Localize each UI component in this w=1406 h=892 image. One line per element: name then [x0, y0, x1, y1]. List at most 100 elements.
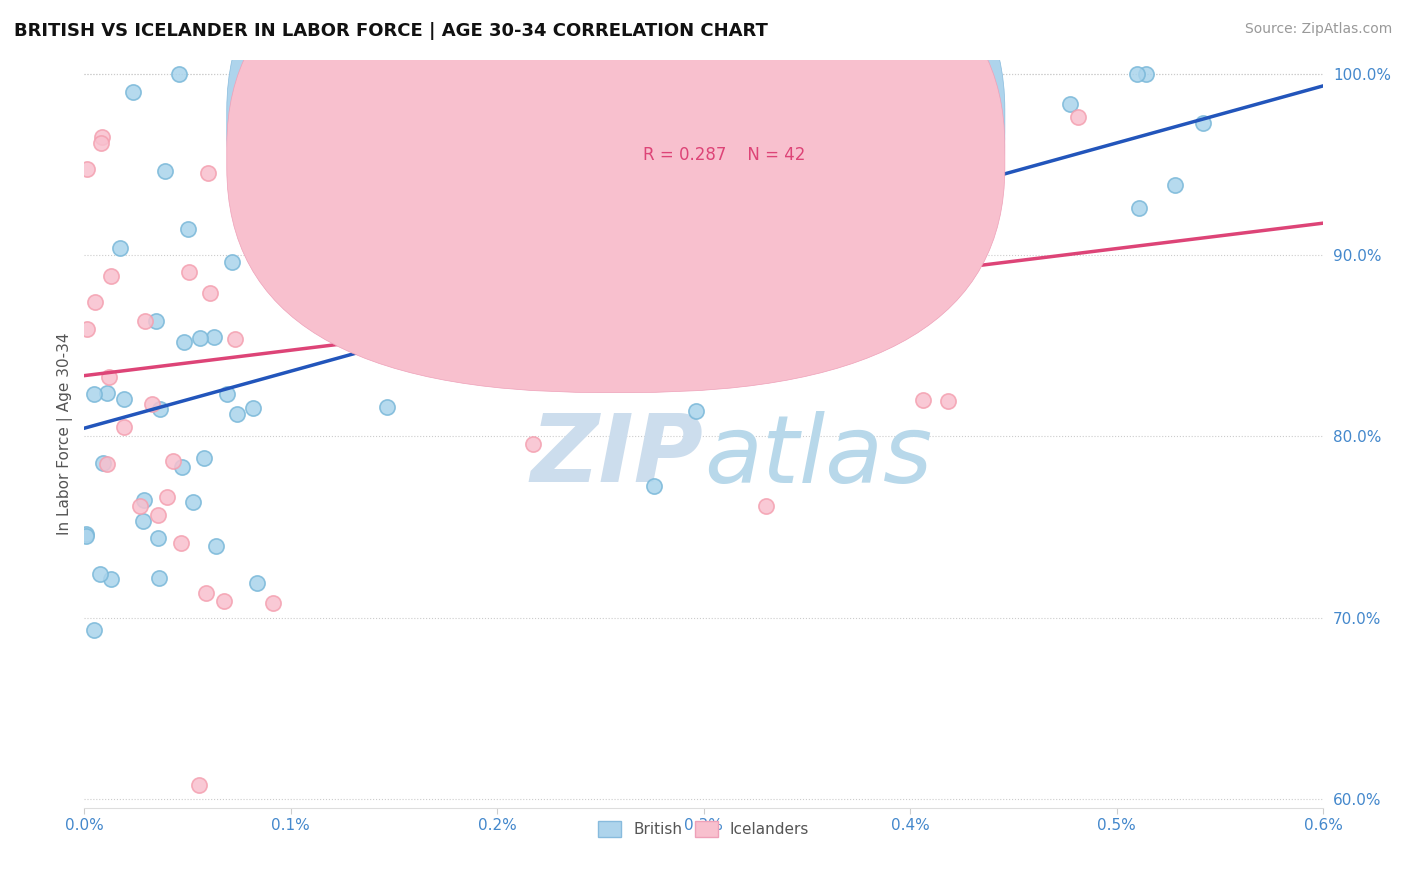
Y-axis label: In Labor Force | Age 30-34: In Labor Force | Age 30-34 [58, 333, 73, 535]
Point [1135, 67, 1157, 81]
Point [197, 166, 219, 180]
Point [188, 331, 211, 345]
Point [572, 376, 595, 390]
Point [83, 295, 105, 310]
Point [398, 67, 420, 81]
Point [200, 285, 222, 300]
Point [153, 163, 176, 178]
Point [83, 623, 105, 637]
Point [212, 594, 235, 608]
Point [1164, 178, 1187, 192]
Point [375, 400, 398, 414]
Point [97, 369, 120, 384]
Text: atlas: atlas [704, 410, 932, 501]
Point [1128, 202, 1150, 216]
Point [936, 393, 959, 408]
Point [591, 351, 613, 365]
Point [173, 335, 195, 350]
Point [1067, 110, 1090, 124]
Text: Source: ZipAtlas.com: Source: ZipAtlas.com [1244, 22, 1392, 37]
Point [76, 322, 98, 336]
Point [162, 454, 184, 468]
Point [837, 329, 859, 343]
Point [786, 297, 808, 311]
Point [100, 268, 122, 283]
Point [215, 387, 238, 401]
Point [685, 404, 707, 418]
Point [522, 437, 544, 451]
Point [148, 571, 170, 585]
Text: R = 0.287    N = 42: R = 0.287 N = 42 [643, 146, 806, 164]
Point [246, 576, 269, 591]
FancyBboxPatch shape [226, 0, 1005, 357]
Point [734, 187, 756, 202]
Point [485, 315, 508, 329]
Point [96, 385, 118, 400]
Point [75, 527, 97, 541]
Point [616, 361, 638, 376]
Point [328, 160, 350, 174]
Point [132, 515, 155, 529]
Point [927, 219, 949, 234]
Point [225, 407, 247, 421]
Point [262, 596, 284, 610]
Point [911, 392, 934, 407]
Point [311, 280, 333, 294]
Point [156, 490, 179, 504]
Point [112, 420, 135, 434]
Point [773, 239, 796, 253]
Point [96, 457, 118, 471]
Point [170, 536, 193, 550]
Point [845, 139, 868, 153]
Text: R = 0.556    N = 53: R = 0.556 N = 53 [643, 111, 806, 128]
Point [121, 86, 143, 100]
Point [89, 567, 111, 582]
Legend: British, Icelanders: British, Icelanders [591, 814, 817, 845]
Point [193, 450, 215, 465]
Point [321, 289, 343, 303]
Point [256, 262, 278, 277]
Point [181, 494, 204, 508]
Point [592, 277, 614, 291]
Point [188, 778, 211, 792]
Point [134, 314, 156, 328]
Point [224, 332, 246, 346]
Point [1192, 115, 1215, 129]
Point [108, 242, 131, 256]
Point [112, 392, 135, 406]
Point [194, 586, 217, 600]
Point [389, 351, 412, 366]
Point [100, 572, 122, 586]
Text: BRITISH VS ICELANDER IN LABOR FORCE | AGE 30-34 CORRELATION CHART: BRITISH VS ICELANDER IN LABOR FORCE | AG… [14, 22, 768, 40]
Point [145, 314, 167, 328]
Point [149, 402, 172, 417]
Text: ZIP: ZIP [531, 410, 704, 502]
Point [231, 137, 253, 152]
Point [527, 67, 550, 81]
Point [177, 221, 200, 235]
Point [167, 67, 190, 81]
Point [90, 136, 112, 151]
Point [75, 529, 97, 543]
Point [242, 401, 264, 416]
Point [76, 162, 98, 177]
Point [202, 330, 225, 344]
Point [1125, 67, 1147, 81]
Point [1059, 97, 1081, 112]
Point [643, 478, 665, 492]
Point [93, 456, 115, 470]
Point [134, 493, 156, 508]
Point [221, 255, 243, 269]
Point [146, 508, 169, 523]
Point [129, 499, 152, 513]
Point [83, 387, 105, 401]
Point [141, 397, 163, 411]
Point [585, 67, 607, 81]
Point [233, 214, 256, 228]
Point [967, 67, 990, 81]
FancyBboxPatch shape [592, 97, 859, 179]
Point [755, 499, 778, 513]
Point [172, 460, 194, 475]
Point [450, 348, 472, 362]
Point [330, 283, 353, 297]
